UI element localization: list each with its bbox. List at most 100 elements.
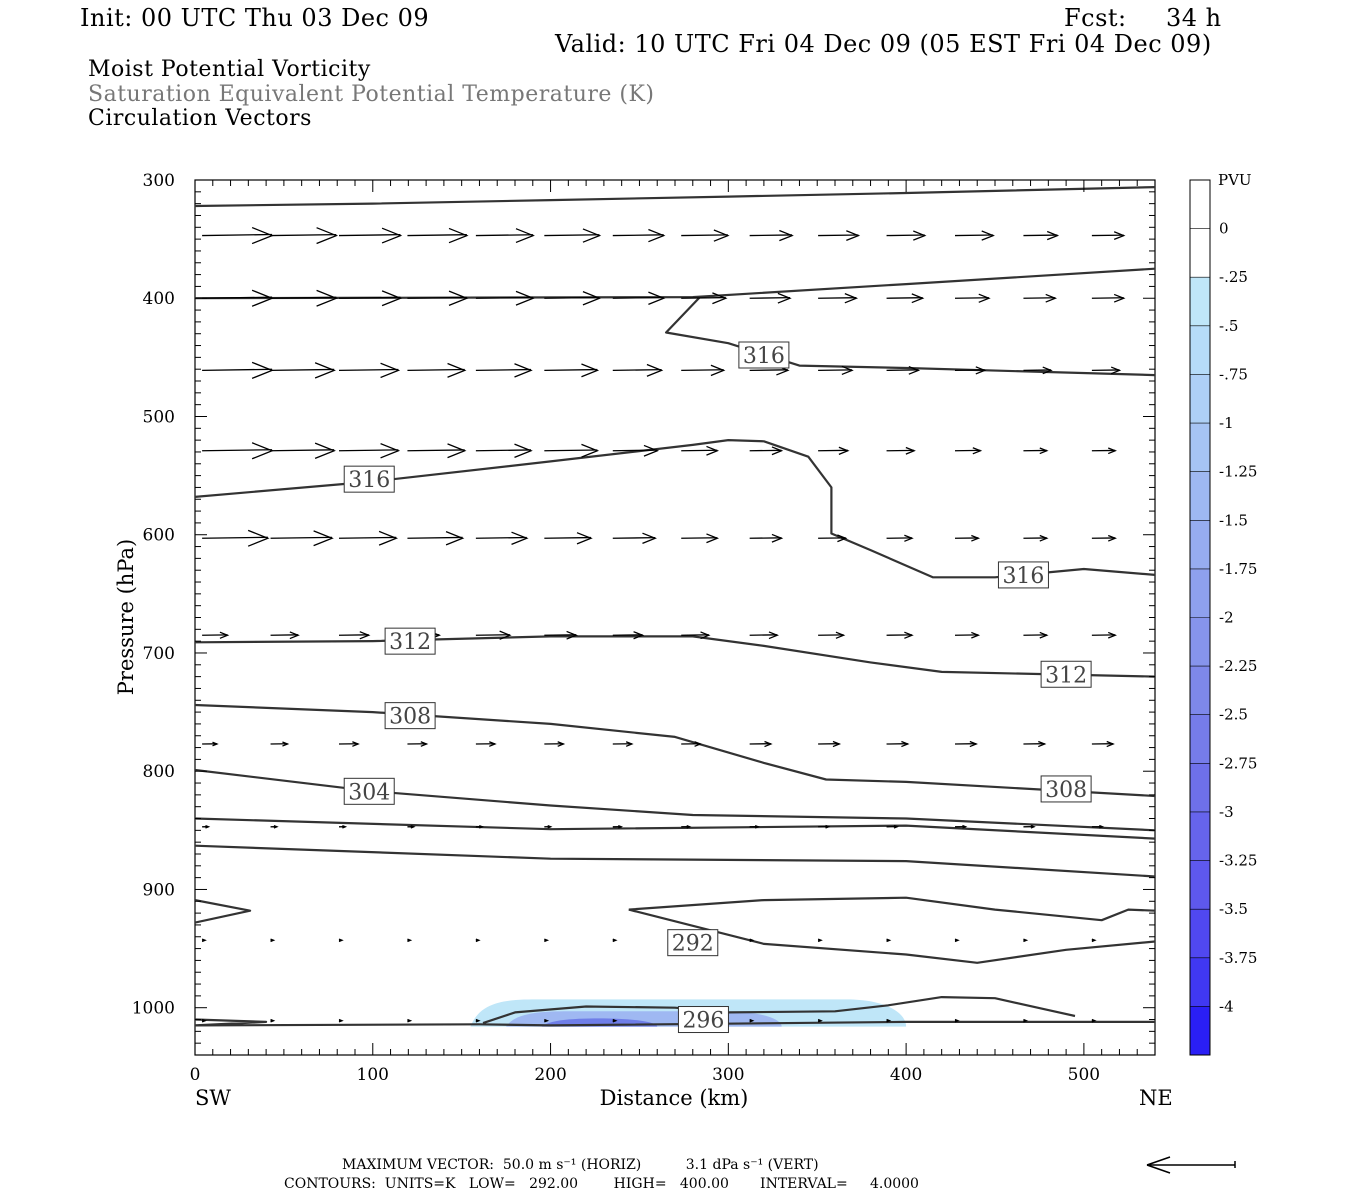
circulation-vector: [612, 741, 634, 747]
vector-head: [1039, 631, 1049, 639]
vector-shaft: [407, 449, 465, 452]
vector-head: [1091, 1018, 1097, 1023]
colorbar-label: -1: [1219, 414, 1234, 432]
vector-head: [981, 230, 995, 241]
vector-head: [749, 1018, 755, 1023]
vector-head: [771, 446, 784, 456]
circulation-vector: [1091, 293, 1126, 303]
colorbar-label: 0: [1219, 220, 1229, 238]
circulation-vector: [612, 1018, 618, 1023]
circulation-vector: [749, 740, 773, 748]
colorbar-swatch: [1190, 860, 1210, 910]
vector-shaft: [338, 296, 401, 299]
vector-head: [381, 290, 403, 307]
circulation-vector: [338, 631, 371, 640]
vector-shaft: [681, 234, 728, 237]
circulation-vector: [749, 533, 784, 543]
vector-head: [338, 938, 344, 943]
vector-head: [837, 534, 848, 543]
circulation-vector: [475, 363, 533, 378]
circulation-vector: [475, 228, 535, 244]
circulation-vector: [818, 230, 861, 242]
vector-head: [1039, 534, 1049, 542]
vector-head: [581, 363, 600, 378]
theta-es-contour: [195, 635, 1155, 678]
vector-head: [515, 228, 535, 244]
vector-head: [1106, 740, 1115, 748]
y-tick-label: 500: [143, 407, 175, 427]
axis-ticks: 0 100 200 300 400 500 300 400 500 600 700 800 900 100…: [132, 171, 1155, 1085]
colorbar-swatch: [1190, 957, 1210, 1007]
vector-head: [475, 938, 481, 943]
vector-head: [972, 447, 983, 455]
colorbar-swatch: [1190, 228, 1210, 278]
vector-head: [913, 230, 927, 241]
vector-head: [566, 630, 578, 640]
vector-head: [511, 531, 529, 545]
circulation-vector: [954, 366, 987, 375]
vector-head: [582, 228, 602, 243]
colorbar-swatch: [1190, 666, 1210, 716]
vector-head: [700, 631, 711, 640]
circulation-vector: [1091, 740, 1115, 748]
vector-head: [381, 227, 403, 244]
vector-shaft: [954, 297, 989, 299]
circulation-vector: [1023, 366, 1053, 375]
vector-shaft: [681, 537, 718, 539]
circulation-vector: [1091, 534, 1117, 542]
circulation-vector: [544, 363, 600, 378]
circulation-vector: [544, 938, 550, 943]
vector-head: [754, 824, 760, 829]
colorbar-swatch: [1190, 520, 1210, 570]
circulation-vector: [270, 227, 339, 245]
contour-label: 316: [738, 341, 790, 369]
vector-head: [904, 631, 914, 639]
circulation-vector: [338, 824, 348, 829]
theta-es-contour: [628, 896, 1155, 922]
vector-head: [1046, 230, 1060, 241]
vector-head: [380, 362, 401, 379]
colorbar-title: PVU: [1218, 171, 1252, 189]
circulation-vector: [201, 1018, 207, 1023]
vector-head: [515, 290, 535, 306]
vector-head: [447, 443, 467, 459]
vector-shaft: [749, 296, 790, 299]
circulation-vector: [817, 938, 823, 943]
vector-head: [448, 290, 469, 306]
vector-head: [445, 531, 465, 546]
vector-head: [817, 1018, 823, 1023]
theta-es-contour: [195, 439, 1155, 579]
x-tick-label: 200: [534, 1065, 566, 1085]
circulation-vector: [475, 531, 529, 545]
vector-head: [282, 741, 290, 747]
colorbar-swatch: [1190, 909, 1210, 959]
circulation-vector: [612, 824, 624, 829]
vector-head: [380, 443, 401, 459]
vector-head: [901, 740, 910, 748]
circulation-vector: [270, 530, 334, 547]
vector-head: [475, 1018, 481, 1023]
vector-head: [581, 443, 600, 458]
vector-head: [547, 824, 553, 829]
vector-shaft: [338, 234, 401, 237]
vector-head: [749, 938, 755, 943]
vector-head: [1107, 534, 1117, 542]
theta-es-contour: [195, 267, 1155, 377]
colorbar-swatch: [1190, 423, 1210, 473]
circulation-vector: [749, 1018, 755, 1023]
circulation-vector: [544, 443, 600, 458]
y-tick-label: 1000: [132, 999, 175, 1019]
circulation-vector: [475, 290, 535, 306]
circulation-vector: [202, 631, 230, 639]
contour-label-text: 308: [389, 705, 431, 730]
vector-head: [251, 442, 274, 460]
vector-head: [971, 534, 981, 542]
vector-head: [844, 293, 859, 304]
contour-label: 304: [343, 777, 395, 805]
vector-head: [316, 289, 339, 307]
x-tick-label: 0: [190, 1065, 201, 1085]
circulation-vector: [202, 529, 270, 547]
vector-head: [1107, 447, 1117, 455]
vector-shaft: [475, 449, 532, 452]
vector-shaft: [202, 449, 273, 452]
